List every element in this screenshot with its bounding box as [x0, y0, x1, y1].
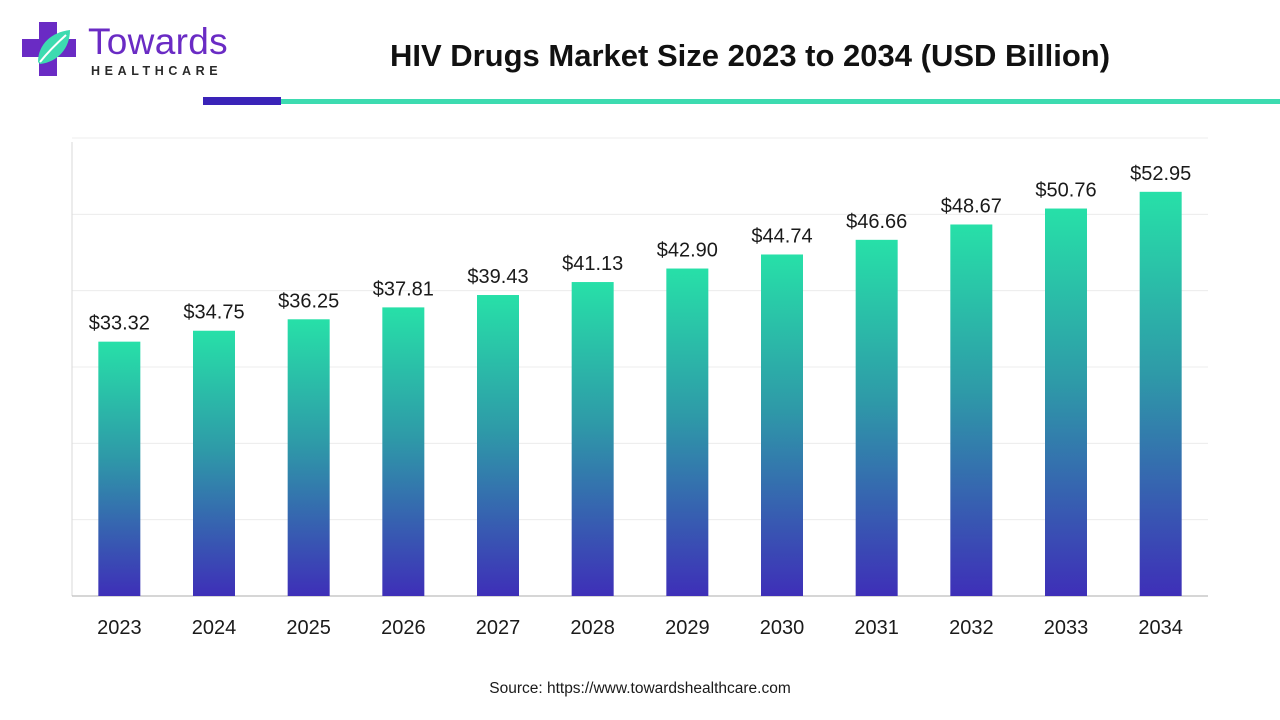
bar-2029	[666, 268, 709, 596]
x-tick-label-2025: 2025	[286, 617, 331, 639]
medical-cross-leaf-icon	[22, 22, 76, 76]
gridlines	[71, 137, 1208, 597]
source-note: Source: https://www.towardshealthcare.co…	[489, 680, 791, 697]
value-label-2025: $36.25	[278, 290, 339, 312]
value-label-2028: $41.13	[562, 253, 623, 275]
value-label-2024: $34.75	[183, 302, 244, 324]
bar-2031	[855, 239, 898, 596]
bar-2032	[950, 224, 993, 596]
value-label-2032: $48.67	[941, 195, 1002, 217]
logo-wordmark: Towards	[88, 21, 228, 62]
bar-2030	[761, 254, 803, 596]
x-tick-label-2024: 2024	[192, 617, 237, 639]
brand-logo: Towards HEALTHCARE	[20, 18, 240, 80]
value-label-2029: $42.90	[657, 240, 718, 262]
bar-2025	[287, 319, 330, 596]
x-tick-label-2023: 2023	[97, 617, 142, 639]
x-tick-label-2030: 2030	[760, 617, 805, 639]
value-label-2026: $37.81	[373, 278, 434, 300]
value-label-2027: $39.43	[467, 266, 528, 288]
bar-2034	[1139, 191, 1182, 596]
bar-2033	[1045, 208, 1087, 597]
x-tick-label-2028: 2028	[570, 617, 615, 639]
bar-chart: $33.32 $34.75 $36.25 $37.81 $39.43 $41.13 $42.…	[71, 137, 1208, 639]
x-tick-label-2026: 2026	[381, 617, 426, 639]
bar-2024	[193, 330, 235, 596]
x-tick-label-2029: 2029	[665, 617, 710, 639]
logo-subtitle: HEALTHCARE	[91, 64, 223, 78]
bar-2028	[571, 282, 614, 596]
x-axis-tick-labels: 2023 2024 2025 2026 2027 2028 2029 2030 2031 2032…	[97, 617, 1183, 639]
value-label-2023: $33.32	[89, 313, 150, 335]
value-label-2034: $52.95	[1130, 163, 1191, 185]
value-label-2033: $50.76	[1035, 180, 1096, 202]
bar-2023	[98, 341, 141, 596]
value-labels: $33.32 $34.75 $36.25 $37.81 $39.43 $41.13 $42.…	[89, 163, 1192, 335]
x-tick-label-2034: 2034	[1138, 617, 1183, 639]
x-tick-label-2031: 2031	[854, 617, 899, 639]
value-label-2030: $44.74	[751, 225, 812, 247]
chart-title: HIV Drugs Market Size 2023 to 2034 (USD …	[389, 38, 1111, 73]
x-tick-label-2032: 2032	[949, 617, 994, 639]
title-underline-accent	[203, 97, 281, 105]
value-label-2031: $46.66	[846, 211, 907, 233]
title-underline	[281, 99, 1280, 104]
x-tick-label-2027: 2027	[476, 617, 521, 639]
bars	[98, 191, 1182, 597]
bar-2026	[382, 307, 425, 596]
bar-2027	[477, 295, 519, 596]
x-tick-label-2033: 2033	[1044, 617, 1089, 639]
